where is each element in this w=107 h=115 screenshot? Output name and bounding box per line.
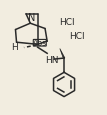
Text: HN: HN [45,55,59,64]
Text: HCl: HCl [69,32,85,41]
FancyBboxPatch shape [33,40,46,47]
Text: H: H [11,43,18,52]
Text: Abs: Abs [33,39,47,48]
Text: HCl: HCl [59,17,74,26]
Text: N: N [28,13,35,22]
Polygon shape [60,49,65,59]
